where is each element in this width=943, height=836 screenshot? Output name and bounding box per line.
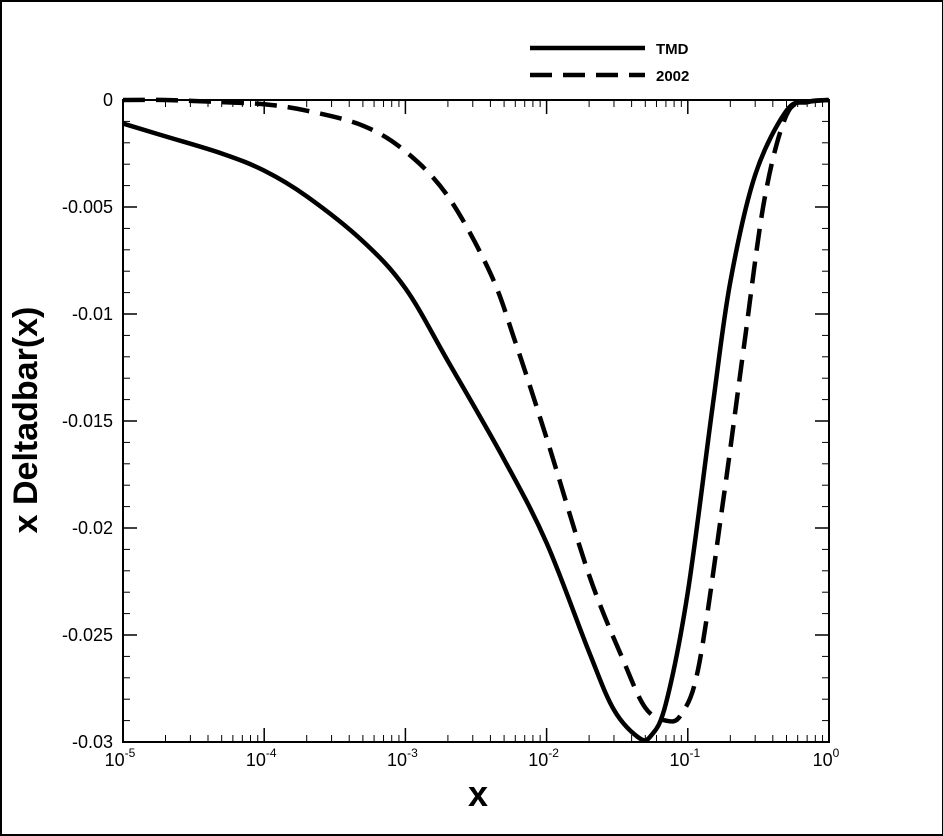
x-tick-label: 10-4 [246,746,277,770]
plot-axes [122,99,830,743]
legend-label-tmd: TMD [656,41,689,58]
y-tick-label: -0.025 [62,625,113,645]
x-tick-label: 10-2 [528,746,559,770]
x-tick-label: 10-3 [387,746,418,770]
y-tick-label: -0.03 [72,732,113,752]
y-tick-label: -0.005 [62,197,113,217]
plot-area-border [122,99,830,743]
x-tick-label: 10-5 [105,746,136,770]
legend: TMD 2002 [530,41,689,85]
series-line-2002 [122,97,830,724]
y-tick-label: -0.02 [72,518,113,538]
y-tick-label: -0.01 [72,304,113,324]
x-axis-label: x [468,773,488,814]
y-tick-label: -0.015 [62,411,113,431]
y-tick-label: 0 [103,90,113,110]
legend-label-2002: 2002 [656,68,689,85]
series-lines [122,97,830,743]
x-tick-label: 10-1 [669,746,700,770]
series-line-tmd [122,97,830,743]
x-tick-label: 100 [813,746,840,770]
y-axis-label: x Deltadbar(x) [7,307,45,534]
